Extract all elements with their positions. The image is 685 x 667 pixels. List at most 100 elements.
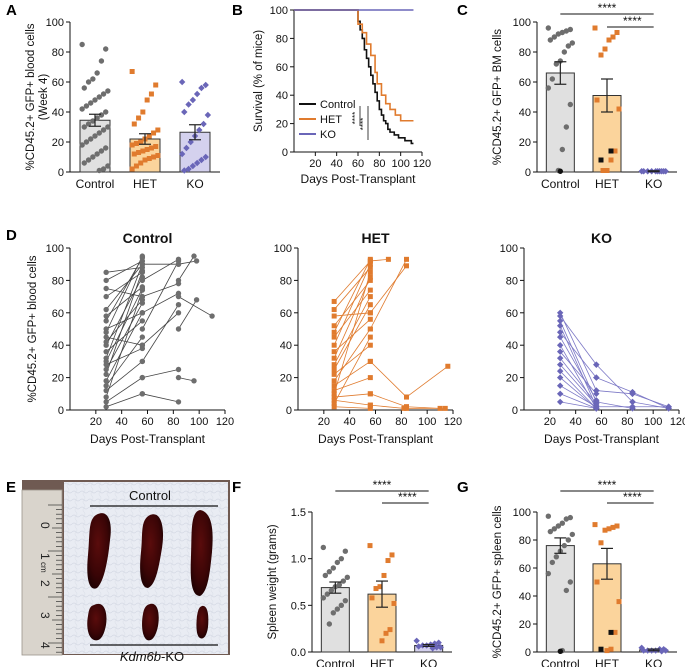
chart-f-sig-label: **** [398,490,417,504]
chart-d-track-line [105,263,143,310]
chart-d-x-tick-label: 100 [644,416,662,428]
chart-d-y-tick-label: 60 [52,308,64,320]
ruler-label-4: 4 [38,642,52,649]
chart-d-track-point [103,329,109,335]
chart-a-point-control [105,163,111,169]
chart-c-point-het [600,168,606,173]
chart-d-y-tick-label: 60 [506,308,518,320]
chart-d-track-line [141,304,179,362]
chart-a-point-het [142,157,148,163]
chart-b-x-tick-label: 60 [352,158,364,170]
chart-d-track-point [139,358,146,365]
panel-label-g: G [457,479,469,496]
chart-a-point-het [136,115,142,121]
chart-a-point-het [153,144,159,149]
chart-d-x-tick-label: 40 [570,416,582,428]
chart-a-point-control [81,124,87,130]
chart-d-track-line [105,312,143,382]
chart-d-track-point [367,391,373,397]
ruler-label-3: 3 [38,612,52,619]
chart-d-track-line [632,401,669,409]
chart-d-track-point [367,405,373,411]
chart-c-point-het [612,148,618,154]
chart-a-point-ko [181,167,188,174]
ruler-label-1: 1 [38,553,52,560]
ruler-unit: cm [39,562,48,573]
chart-g-point-het [594,579,600,585]
chart-d-x-tick-label: 120 [216,416,234,428]
chart-f-point-control [322,572,329,579]
chart-d-subplot-title: KO [591,230,612,246]
chart-c-sig-label: **** [598,1,617,15]
chart-a-point-het [148,145,154,151]
chart-d-x-tick-label: 60 [595,416,607,428]
chart-a-point-control [85,79,92,85]
chart-a-point-ko [198,156,205,164]
chart-b-y-tick-label: 80 [276,33,288,45]
chart-a-point-het [140,109,146,115]
chart-d-x-tick-label: 60 [369,416,381,428]
chart-d-subplot-control: 0 20 40 60 80 100 20 40 60 80 100 120 Days Post-Tran… [46,230,235,446]
chart-f-x-tick-label: KO [420,657,437,667]
panel-label-e: E [6,479,16,496]
ruler [21,489,63,656]
y-axis-title: %CD45.2+ GFP+ BM cells [492,29,504,165]
chart-d-track-point [556,367,564,375]
chart-a-point-control [90,76,96,82]
chart-g-sig-label: **** [598,478,617,492]
chart-d-y-tick-label: 40 [52,340,64,352]
chart-a-point-control [85,157,92,163]
chart-a-point-control [88,100,94,106]
chart-b-y-tick-label: 0 [282,147,288,159]
chart-d-track-point [175,399,182,405]
chart-g-point-ko [662,647,669,654]
chart-f-point-control [342,548,349,554]
chart-d-track-point [139,287,146,293]
chart-d-track-point [175,293,182,300]
chart-d-track-point [367,277,373,283]
chart-d-blood-timecourse: 0 20 40 60 80 100 20 40 60 80 100 120 Days Post-Tran… [27,230,685,446]
y-axis-title-line2: (Week 4) [38,74,50,121]
chart-f-x-tick-label: Control [316,657,355,667]
chart-a-point-ko [185,101,192,108]
chart-d-track-point [175,277,182,284]
chart-c-point-highlight [598,157,604,163]
chart-f-point-ko [415,643,422,650]
chart-d-y-tick-label: 20 [52,373,64,385]
chart-g-point-het [608,646,614,652]
chart-b-legend-label: Control [320,99,355,111]
chart-d-track-line [105,264,143,359]
chart-d-track-line [105,288,143,362]
chart-d-track-point [139,326,146,332]
spleen-photo: 0 1 cm 2 3 4 Control Kdm6b-KO [21,480,230,664]
chart-d-track-point [556,312,564,320]
chart-d-track-point [556,354,564,362]
chart-d-track-line [596,377,633,393]
chart-d-track-point [175,261,182,267]
chart-a-point-control [94,115,100,121]
chart-c-y-tick-label: 60 [519,77,531,89]
chart-a-point-het [133,163,139,169]
chart-d-track-point [331,349,337,355]
chart-a-point-control [103,145,109,151]
chart-d-track-line [369,259,407,330]
chart-d-track-point [367,302,373,308]
panel-label-f: F [232,479,241,496]
chart-d-track-point [331,342,337,348]
chart-d-track-line [142,312,179,346]
chart-d-track-point [445,363,451,369]
chart-g-point-control [559,520,566,526]
chart-d-track-line [106,393,143,408]
chart-c-sig-label: **** [623,14,642,28]
chart-a-point-het [138,160,144,166]
chart-d-x-tick-label: 20 [318,416,330,428]
chart-d-subplot-title: Control [123,230,173,246]
chart-a-point-ko [183,144,190,152]
chart-d-track-point [209,313,215,319]
chart-d-track-point [367,342,373,348]
chart-a-point-het [138,139,144,145]
chart-c-point-control [553,61,560,67]
chart-g-point-ko [658,648,665,655]
y-axis-title-line1: %CD45.2+ GFP+ blood cells [25,23,37,170]
